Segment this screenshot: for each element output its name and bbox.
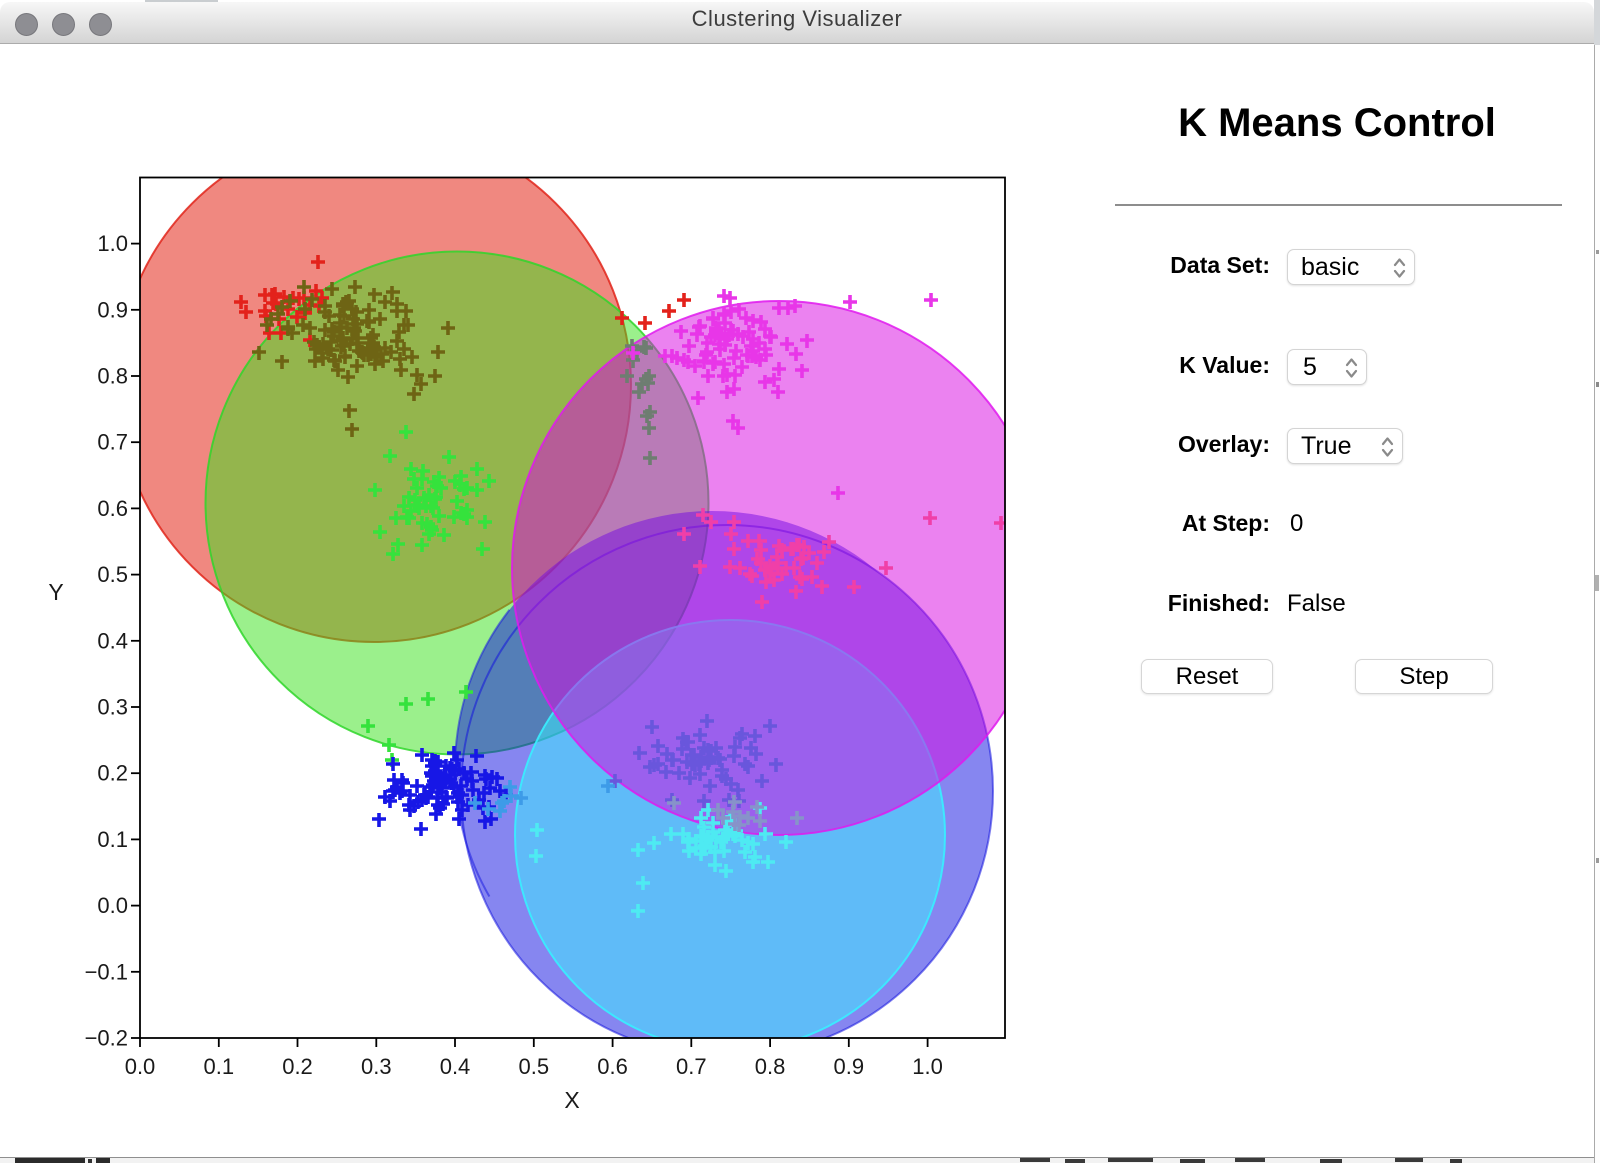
svg-text:0.0: 0.0	[97, 893, 128, 918]
svg-text:0.8: 0.8	[755, 1054, 786, 1079]
svg-text:−0.1: −0.1	[85, 959, 128, 984]
svg-text:0.7: 0.7	[676, 1054, 707, 1079]
svg-text:−0.2: −0.2	[85, 1026, 128, 1051]
svg-text:0.2: 0.2	[97, 761, 128, 786]
svg-text:0.1: 0.1	[204, 1054, 235, 1079]
svg-text:0.3: 0.3	[97, 695, 128, 720]
svg-text:0.3: 0.3	[361, 1054, 392, 1079]
svg-text:1.0: 1.0	[912, 1054, 943, 1079]
svg-text:0.9: 0.9	[97, 297, 128, 322]
svg-text:0.5: 0.5	[97, 562, 128, 587]
svg-text:Y: Y	[48, 579, 63, 605]
svg-text:1.0: 1.0	[97, 231, 128, 256]
svg-text:0.4: 0.4	[440, 1054, 471, 1079]
svg-text:0.0: 0.0	[125, 1054, 156, 1079]
svg-text:0.6: 0.6	[97, 496, 128, 521]
svg-text:0.5: 0.5	[519, 1054, 550, 1079]
svg-text:0.6: 0.6	[597, 1054, 628, 1079]
svg-text:0.7: 0.7	[97, 430, 128, 455]
svg-text:0.2: 0.2	[282, 1054, 313, 1079]
svg-text:0.8: 0.8	[97, 364, 128, 389]
svg-text:0.4: 0.4	[97, 628, 128, 653]
svg-text:0.1: 0.1	[97, 827, 128, 852]
svg-text:X: X	[564, 1087, 579, 1113]
svg-text:0.9: 0.9	[834, 1054, 865, 1079]
